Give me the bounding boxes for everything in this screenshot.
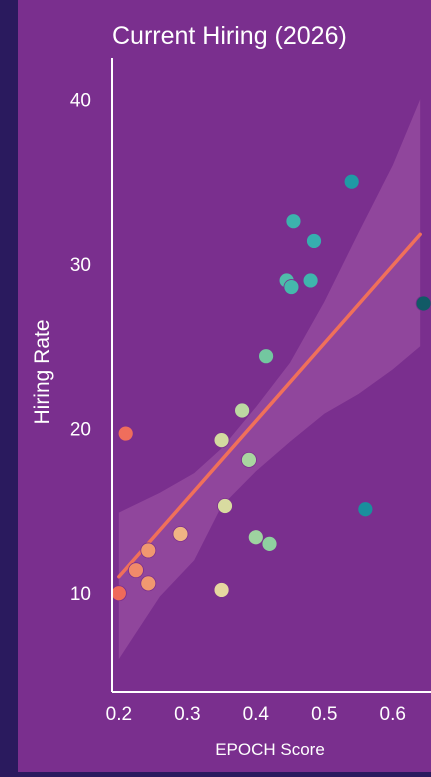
trend-line: [117, 232, 422, 579]
data-point: [172, 526, 189, 542]
data-point: [110, 585, 127, 602]
y-axis-label: Hiring Rate: [31, 319, 54, 424]
x-tick-label: 0.3: [174, 704, 200, 725]
x-tick-label: 0.2: [106, 704, 132, 725]
axes-layer: 0.2 0.3 0.4 0.5 0.6 10 20 30 40: [70, 58, 431, 725]
data-point: [261, 535, 278, 552]
data-point: [285, 213, 302, 230]
trend-line-layer: [117, 232, 422, 579]
data-point: [258, 348, 274, 365]
data-point: [283, 279, 300, 295]
data-point: [415, 295, 431, 312]
data-point: [140, 575, 157, 592]
y-tick-label: 10: [70, 584, 91, 605]
y-tick-label: 40: [70, 90, 91, 111]
data-point: [140, 542, 157, 559]
x-tick-label: 0.6: [380, 704, 406, 725]
data-point: [306, 233, 322, 249]
data-point: [357, 501, 374, 518]
chart-title: Current Hiring (2026): [112, 22, 347, 50]
data-point: [213, 432, 230, 449]
x-axis-label: EPOCH Score: [215, 740, 325, 759]
data-point: [247, 529, 264, 546]
y-tick-label: 30: [70, 255, 91, 276]
data-point: [234, 402, 251, 419]
points-layer: [110, 173, 431, 602]
confidence-band: [118, 99, 421, 660]
x-tick-label: 0.4: [243, 704, 270, 725]
data-point: [302, 272, 319, 289]
data-point: [128, 562, 144, 579]
x-tick-label: 0.5: [311, 704, 337, 725]
data-point: [217, 498, 233, 514]
confidence-band-layer: [118, 99, 421, 660]
data-point: [343, 173, 360, 190]
data-point: [117, 425, 134, 442]
y-tick-label: 20: [70, 420, 91, 441]
data-point: [241, 451, 257, 468]
data-point: [213, 582, 230, 598]
